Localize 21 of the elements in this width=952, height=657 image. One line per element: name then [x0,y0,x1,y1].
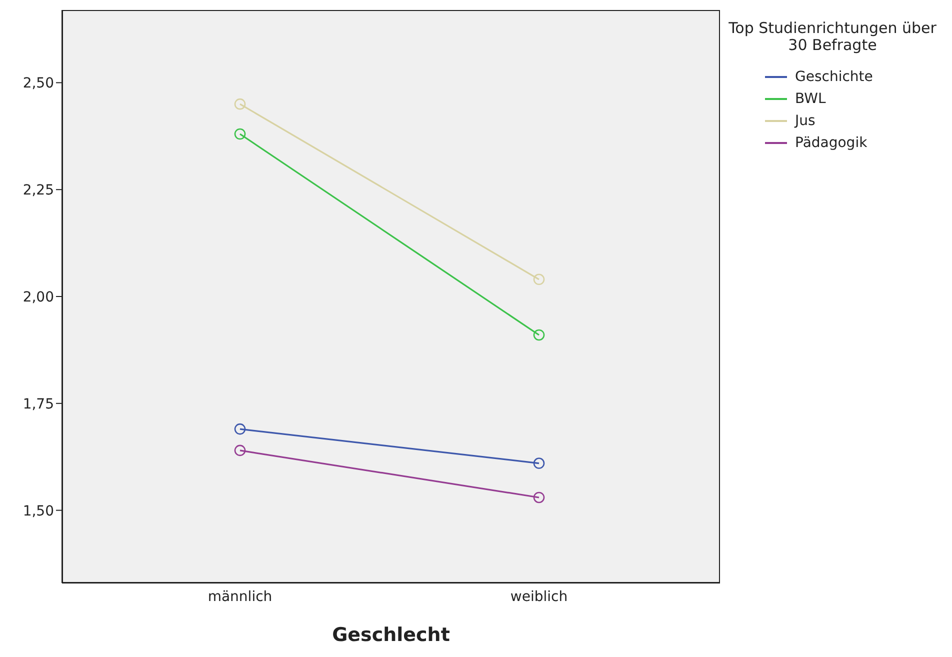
point [234,444,246,456]
x-axis-title: Geschlecht [332,624,450,646]
point [234,98,246,110]
legend-label: Jus [795,113,816,129]
legend-title: Top Studienrichtungen über 30 Befragte [728,19,938,54]
x-tick-label: männlich [208,588,272,605]
point [533,274,545,286]
point [234,423,246,435]
legend-label: Pädagogik [795,135,868,151]
y-tick-label: 2,25 [22,182,54,199]
x-tick-label: weiblich [510,588,568,605]
y-tick-label: 1,50 [22,503,54,520]
y-tick-label: 1,75 [22,396,54,412]
y-tick-label: 2,50 [22,76,54,92]
y-tick-label: 2,00 [22,289,54,306]
legend-label: BWL [795,91,826,107]
point [533,492,545,504]
point [234,128,246,140]
point [533,329,545,341]
point [533,458,545,469]
legend-label: Geschichte [795,69,873,85]
